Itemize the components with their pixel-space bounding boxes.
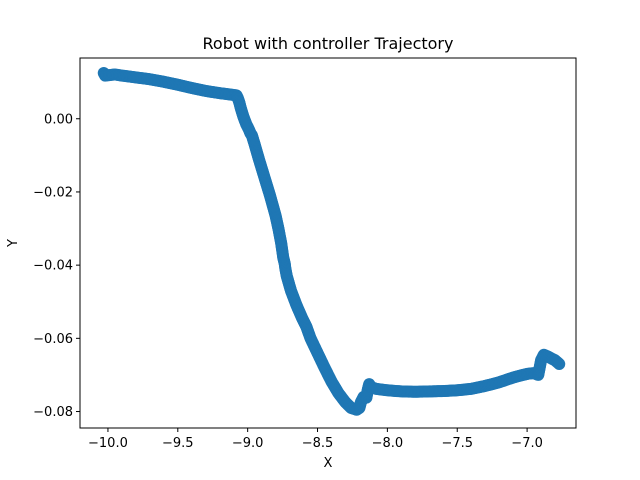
plot-frame xyxy=(79,57,577,429)
y-axis-label: Y xyxy=(6,239,21,248)
y-tick-label: −0.02 xyxy=(33,185,73,200)
data-point xyxy=(553,357,566,370)
x-tick-label: −9.5 xyxy=(162,436,194,451)
y-tick-label: −0.04 xyxy=(33,259,73,274)
x-tick-label: −8.0 xyxy=(372,436,404,451)
x-tick-label: −8.5 xyxy=(302,436,334,451)
y-tick-label: −0.06 xyxy=(33,332,73,347)
chart-title: Robot with controller Trajectory xyxy=(203,34,454,53)
x-tick-label: −7.5 xyxy=(441,436,473,451)
x-tick-label: −7.0 xyxy=(511,436,543,451)
x-tick-label: −9.0 xyxy=(232,436,264,451)
x-axis: −10.0 −9.5 −9.0 −8.5 −8.0 −7.5 −7.0 xyxy=(88,428,543,451)
y-tick-label: −0.08 xyxy=(33,405,73,420)
y-axis: 0.00 −0.02 −0.04 −0.06 −0.08 xyxy=(33,112,80,420)
x-tick-label: −10.0 xyxy=(88,436,128,451)
x-axis-label: X xyxy=(324,456,333,471)
y-tick-label: 0.00 xyxy=(44,112,73,127)
data-layer xyxy=(97,67,566,416)
